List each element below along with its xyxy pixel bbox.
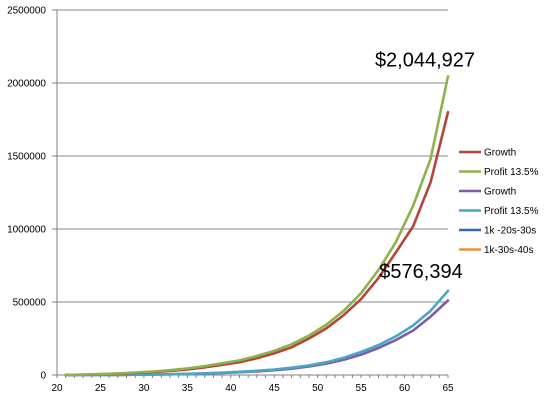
legend-label: Profit 13.5%: [484, 206, 539, 217]
legend-label: 1k-30s-40s: [484, 245, 533, 256]
value-callout: $576,394: [379, 261, 462, 283]
y-tick-label: 2000000: [7, 79, 46, 90]
x-tick-label: 25: [95, 383, 107, 394]
legend-label: Profit 13.5%: [484, 167, 539, 178]
x-tick-label: 20: [51, 383, 63, 394]
x-tick-label: 35: [182, 383, 194, 394]
x-tick-label: 40: [225, 383, 237, 394]
legend-label: Growth: [484, 187, 516, 198]
x-tick-label: 60: [399, 383, 411, 394]
legend-label: 1k -20s-30s: [484, 226, 536, 237]
series-line-0: [66, 112, 448, 375]
x-tick-label: 45: [269, 383, 281, 394]
x-tick-label: 55: [356, 383, 368, 394]
y-tick-label: 0: [40, 371, 46, 382]
legend: Growth Profit 13.5% Growth Profit 13.5% 1k -…: [459, 148, 539, 257]
x-tick-label: 50: [312, 383, 324, 394]
series-line-1: [66, 76, 448, 375]
y-tick-label: 1000000: [7, 225, 46, 236]
y-tick-label: 500000: [13, 298, 47, 309]
series-layer: [66, 76, 448, 375]
legend-label: Growth: [484, 148, 516, 159]
x-tick-label: 65: [442, 383, 454, 394]
series-line-3: [66, 291, 448, 375]
value-callout: $2,044,927: [375, 49, 475, 71]
x-tick-label: 30: [138, 383, 150, 394]
y-tick-label: 1500000: [7, 152, 46, 163]
y-tick-label: 2500000: [7, 6, 46, 17]
label-layer: $2,044,927 $576,394: [375, 49, 475, 282]
